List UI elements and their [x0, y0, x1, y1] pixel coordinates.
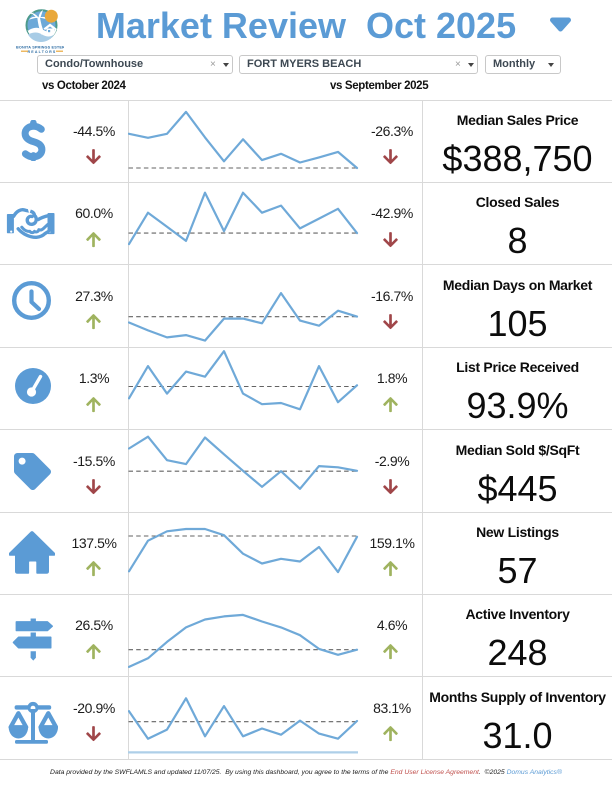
svg-text:REALTORS: REALTORS	[27, 50, 56, 53]
svg-text:BONITA SPRINGS ESTERO: BONITA SPRINGS ESTERO	[16, 46, 64, 50]
